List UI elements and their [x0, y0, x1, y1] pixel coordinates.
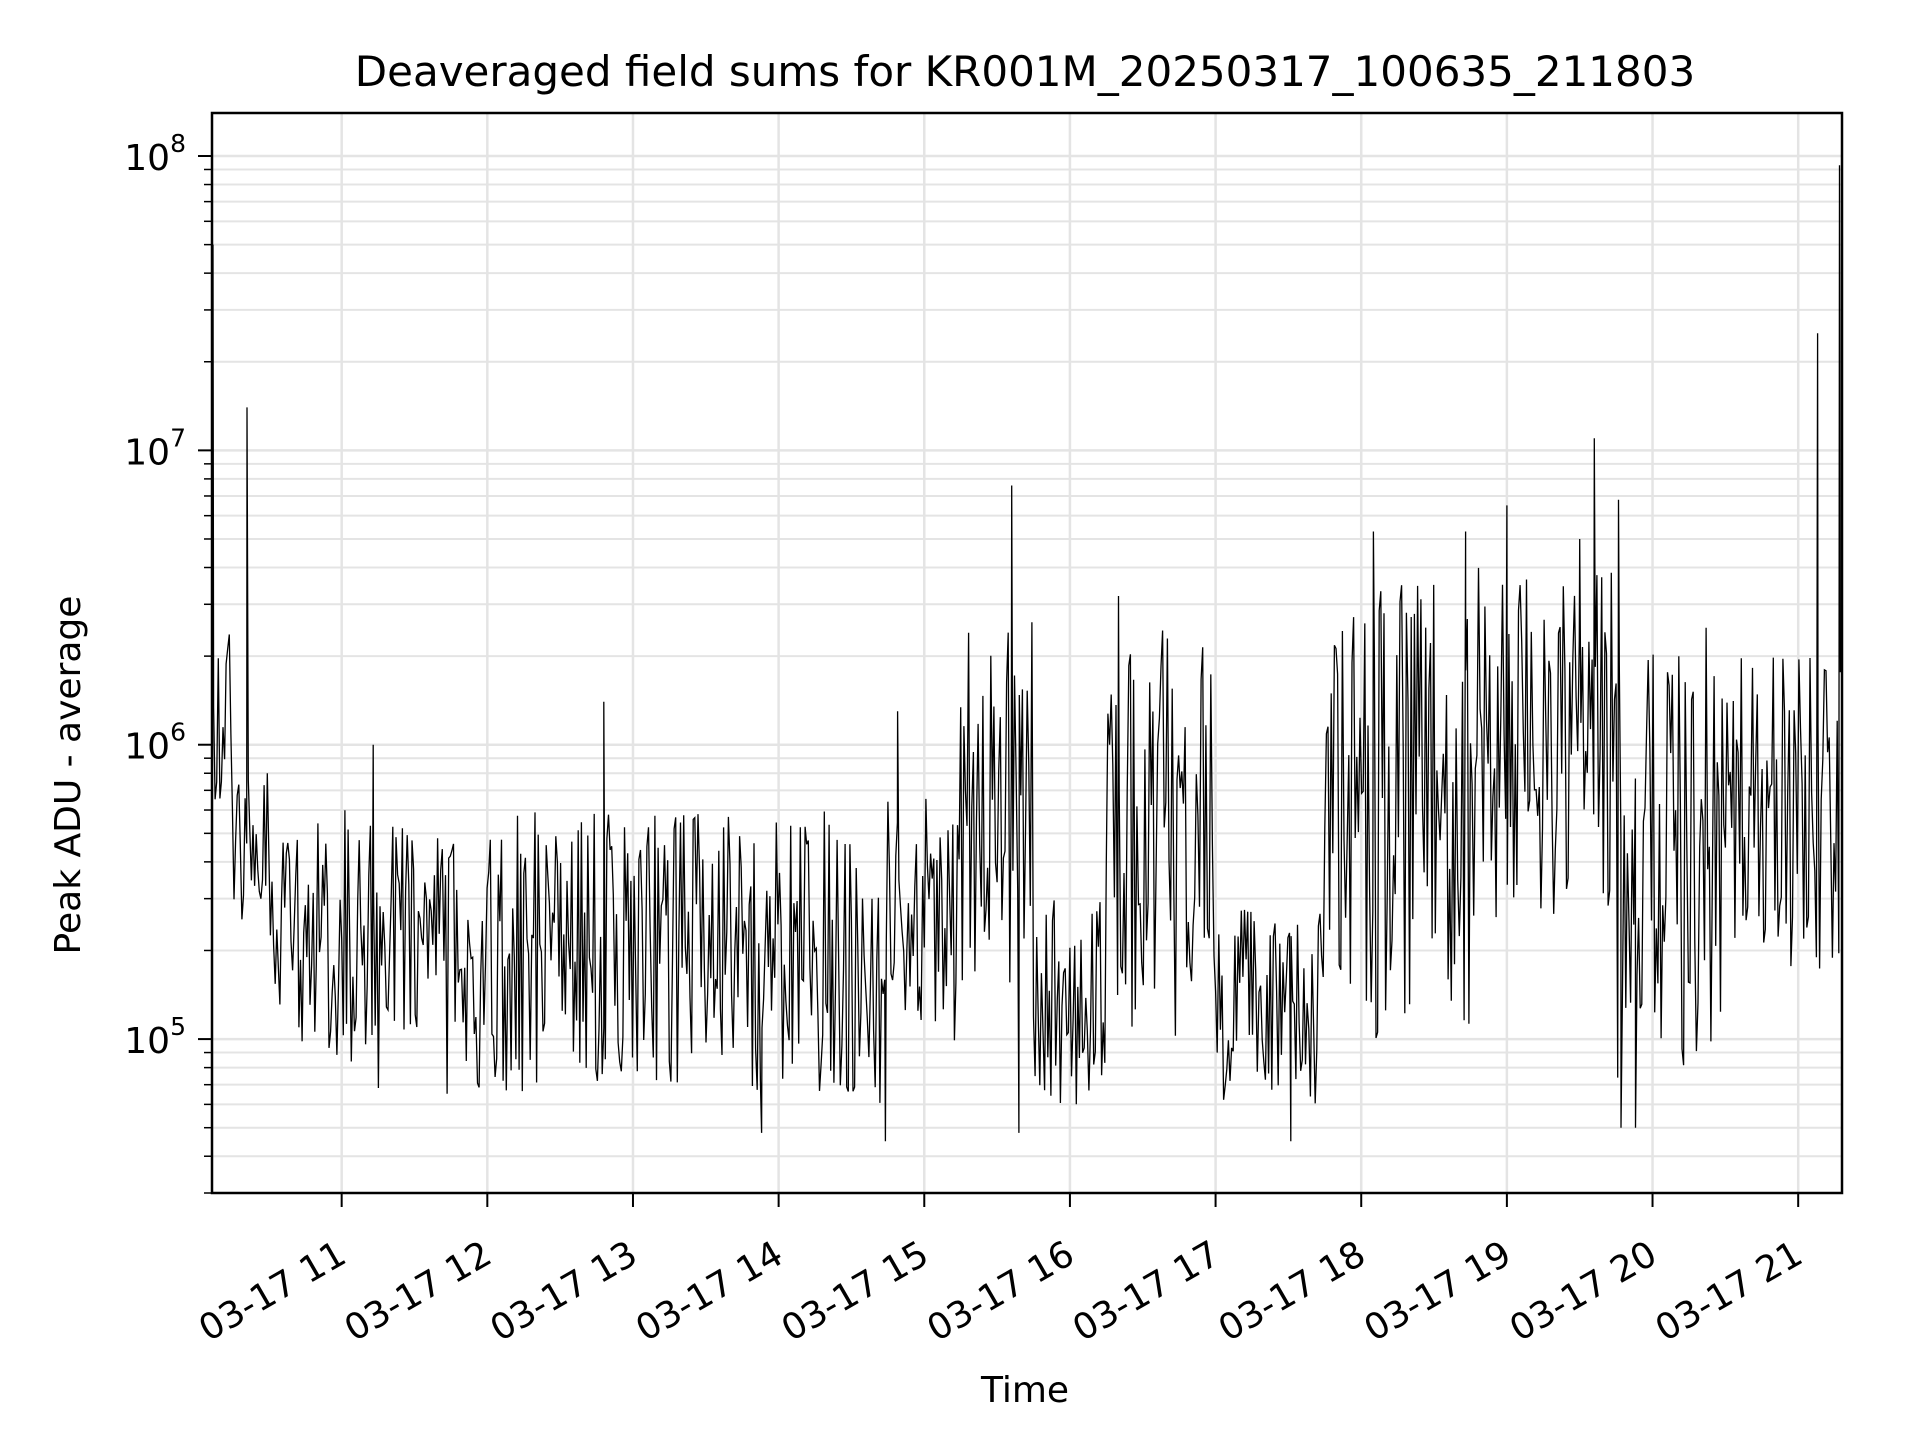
- y-tick-label: 107: [124, 423, 186, 473]
- y-tick-exponent: 5: [170, 1012, 186, 1041]
- series-line: [211, 165, 1842, 1142]
- y-tick-base: 10: [124, 1021, 170, 1062]
- x-axis-label: Time: [980, 1370, 1069, 1411]
- y-axis-label: Peak ADU - average: [48, 596, 89, 955]
- y-tick-exponent: 8: [170, 129, 186, 158]
- y-tick-exponent: 6: [170, 718, 186, 747]
- y-tick-label: 106: [124, 718, 186, 768]
- series-group: [211, 165, 1842, 1142]
- y-tick-label: 108: [124, 129, 186, 179]
- y-tick-base: 10: [124, 432, 170, 473]
- y-tick-base: 10: [124, 727, 170, 768]
- y-tick-base: 10: [124, 138, 170, 179]
- y-tick-exponent: 7: [170, 423, 186, 452]
- y-tick-label: 105: [124, 1012, 186, 1062]
- grid-lines: [212, 113, 1842, 1194]
- chart-title: Deaveraged field sums for KR001M_2025031…: [355, 47, 1695, 96]
- plot-frame: [210, 111, 1844, 1195]
